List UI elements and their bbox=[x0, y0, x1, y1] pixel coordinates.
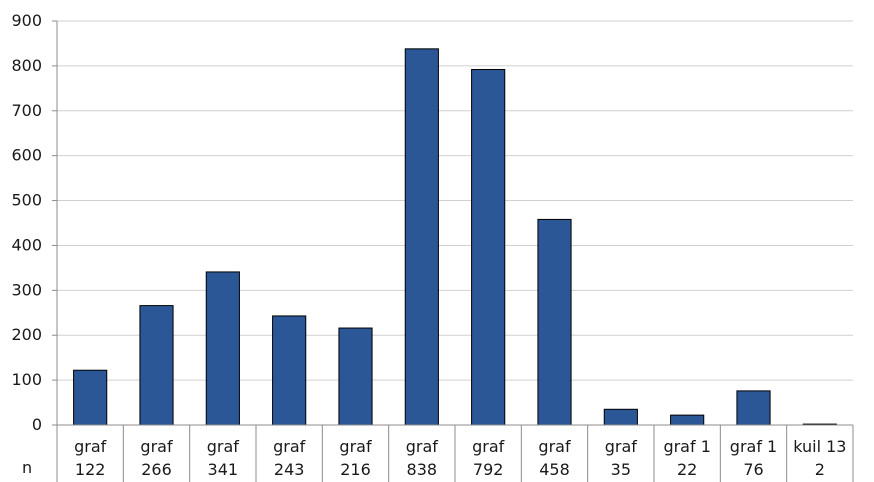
y-tick-label: 200 bbox=[11, 325, 42, 344]
x-tick-label: 76 bbox=[743, 460, 763, 479]
x-tick-label: kuil 13 bbox=[793, 437, 846, 456]
x-tick-label: 243 bbox=[274, 460, 305, 479]
y-tick-label: 600 bbox=[11, 146, 42, 165]
x-axis-label: n bbox=[22, 458, 32, 477]
bar bbox=[73, 369, 108, 426]
x-tick-label: 35 bbox=[611, 460, 631, 479]
x-tick-label: 122 bbox=[75, 460, 106, 479]
x-tick-label: graf bbox=[406, 437, 439, 456]
x-tick-label: graf bbox=[207, 437, 240, 456]
x-tick-label: 22 bbox=[677, 460, 697, 479]
y-tick-label: 100 bbox=[11, 370, 42, 389]
axes bbox=[52, 20, 854, 482]
bar bbox=[537, 218, 572, 426]
bar bbox=[736, 390, 771, 426]
bar bbox=[338, 327, 373, 426]
x-tick-label: graf bbox=[339, 437, 372, 456]
bar bbox=[404, 48, 439, 426]
y-tick-label: 700 bbox=[11, 101, 42, 120]
y-tick-label: 0 bbox=[32, 415, 42, 434]
x-tick-label: graf 1 bbox=[730, 437, 777, 456]
x-tick-label: 2 bbox=[815, 460, 825, 479]
x-tick-label: 216 bbox=[340, 460, 371, 479]
x-tick-label: graf bbox=[140, 437, 173, 456]
bars bbox=[73, 48, 837, 426]
gridlines bbox=[57, 20, 853, 381]
x-tick-label: graf bbox=[74, 437, 107, 456]
x-tick-label: 266 bbox=[141, 460, 172, 479]
x-tick-label: graf bbox=[605, 437, 638, 456]
x-tick-label: graf bbox=[538, 437, 571, 456]
y-tick-labels: 0 100 200 300 400 500 600 700 800 900 bbox=[11, 11, 42, 434]
x-tick-labels: graf 122 graf 266 graf 341 graf 243 graf 216 graf 8… bbox=[74, 437, 846, 479]
bar bbox=[603, 408, 638, 426]
bar bbox=[272, 315, 307, 426]
x-tick-label: 792 bbox=[473, 460, 504, 479]
bar bbox=[670, 414, 705, 426]
x-tick-label: graf bbox=[472, 437, 505, 456]
bar bbox=[471, 68, 506, 426]
x-tick-label: graf bbox=[273, 437, 306, 456]
x-tick-label: 838 bbox=[407, 460, 438, 479]
x-tick-label: 341 bbox=[208, 460, 239, 479]
x-tick-label: 458 bbox=[539, 460, 570, 479]
y-tick-label: 900 bbox=[11, 11, 42, 30]
bar bbox=[139, 305, 174, 426]
y-tick-label: 400 bbox=[11, 235, 42, 254]
y-tick-label: 500 bbox=[11, 191, 42, 210]
x-tick-label: graf 1 bbox=[663, 437, 710, 456]
bar bbox=[205, 271, 240, 426]
y-tick-label: 300 bbox=[11, 280, 42, 299]
y-tick-label: 800 bbox=[11, 56, 42, 75]
